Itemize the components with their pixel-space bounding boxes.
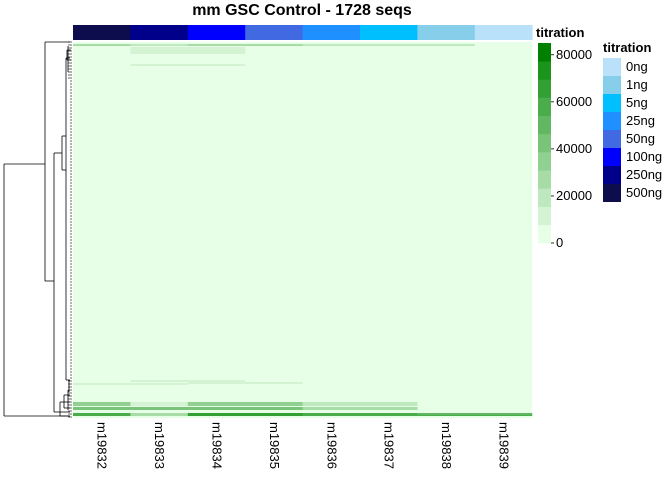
legend-swatch-25ng [603, 112, 621, 130]
titration-legend-title: titration [603, 40, 651, 55]
annotation-cell-m19839 [474, 25, 533, 40]
heatmap-band [302, 407, 418, 410]
heatmap-band [360, 403, 418, 406]
row-dendrogram [3, 41, 72, 418]
heatmap-body [73, 42, 533, 418]
heatmap-band [130, 402, 246, 406]
colorbar-segment [538, 115, 551, 135]
annotation-cell-m19832 [73, 25, 131, 40]
colorbar-segment [538, 170, 551, 189]
legend-swatch-5ng [603, 94, 621, 112]
colorbar-tick-label: 60000 [556, 94, 592, 109]
heatmap-band [130, 64, 246, 66]
legend-label-100ng: 100ng [626, 149, 662, 164]
annotation-bar-label: titration [536, 25, 584, 40]
heatmap-band [130, 47, 246, 54]
heatmap-background [73, 42, 533, 418]
heatmap-band [130, 413, 246, 416]
column-labels: m19832 m19833 m19834 m19835 m19836 m19837 m198… [95, 422, 512, 469]
annotation-cell-m19836 [302, 25, 361, 40]
legend-label-0ng: 0ng [626, 59, 648, 74]
legend-swatch-50ng [603, 130, 621, 148]
legend-label-500ng: 500ng [626, 185, 662, 200]
colorbar-tick-label: 80000 [556, 47, 592, 62]
colorbar-segment [538, 152, 551, 171]
colorbar-segment [538, 97, 551, 117]
heatmap-band [360, 44, 475, 46]
column-annotation-bar [73, 25, 533, 40]
titration-legend: titration 0ng 1ng 5ng 25ng 50ng 100ng 250ng 500… [603, 40, 662, 202]
colorbar-tick-label: 20000 [556, 188, 592, 203]
legend-label-1ng: 1ng [626, 77, 648, 92]
column-label-m19839: m19839 [497, 422, 512, 469]
heatmap-band [73, 383, 188, 385]
annotation-cell-m19834 [187, 25, 246, 40]
legend-label-50ng: 50ng [626, 131, 655, 146]
annotation-cell-m19833 [130, 25, 189, 40]
column-label-m19834: m19834 [210, 422, 225, 469]
colorbar-tick-label: 0 [556, 235, 563, 250]
legend-label-250ng: 250ng [626, 167, 662, 182]
column-label-m19838: m19838 [439, 422, 454, 469]
column-label-m19833: m19833 [152, 422, 167, 469]
legend-swatch-250ng [603, 166, 621, 184]
annotation-cell-m19835 [245, 25, 303, 40]
heatmap-band [245, 382, 303, 384]
legend-swatch-0ng [603, 58, 621, 76]
column-label-m19832: m19832 [95, 422, 110, 469]
column-label-m19835: m19835 [267, 422, 282, 469]
colorbar-segment [538, 206, 551, 226]
legend-swatch-1ng [603, 76, 621, 94]
column-label-m19837: m19837 [382, 422, 397, 469]
heatmap-band [417, 413, 533, 415]
legend-swatch-500ng [603, 184, 621, 202]
chart-title: mm GSC Control - 1728 seqs [192, 2, 412, 19]
legend-label-5ng: 5ng [626, 95, 648, 110]
colorbar-segment [538, 79, 551, 98]
colorbar-segment [538, 43, 551, 62]
column-label-m19836: m19836 [324, 422, 339, 469]
heatmap-band [73, 407, 246, 410]
heatmap-band [130, 380, 246, 382]
colorbar-segment [538, 133, 551, 153]
colorbar-segment [538, 61, 551, 80]
legend-swatch-100ng [603, 148, 621, 166]
legend-label-25ng: 25ng [626, 113, 655, 128]
colorbar-tick-label: 40000 [556, 141, 592, 156]
colorbar-segment [538, 224, 551, 244]
value-colorbar-legend: 0 20000 40000 60000 80000 [538, 43, 592, 250]
heatmap-band [187, 382, 246, 384]
annotation-cell-m19837 [360, 25, 418, 40]
annotation-cell-m19838 [417, 25, 476, 40]
colorbar-segment [538, 188, 551, 207]
